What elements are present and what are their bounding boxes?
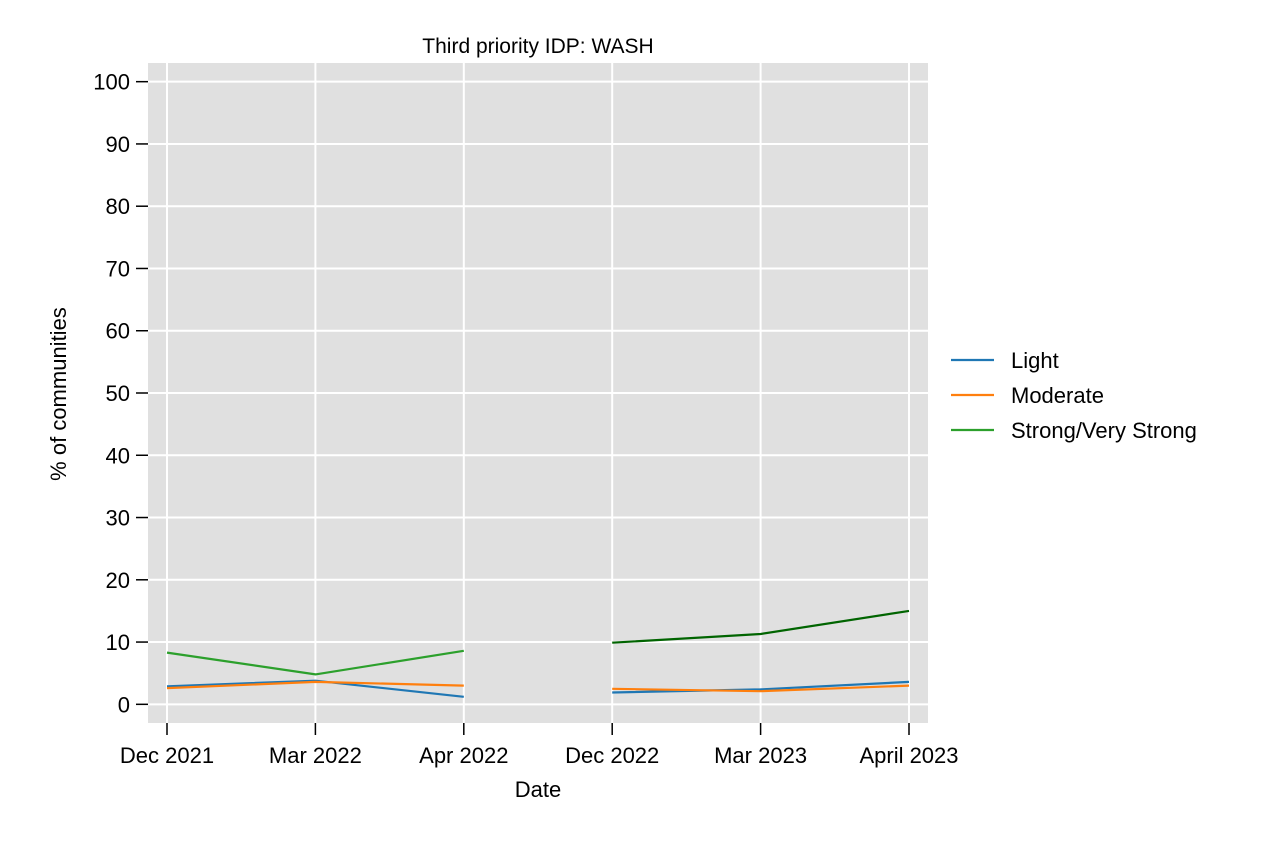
legend-label: Light	[1011, 348, 1059, 373]
y-tick-label: 80	[106, 194, 130, 219]
y-tick-label: 40	[106, 443, 130, 468]
legend-label: Moderate	[1011, 383, 1104, 408]
y-tick-label: 70	[106, 256, 130, 281]
series-line-light	[166, 679, 464, 698]
series-line-moderate	[612, 684, 910, 693]
legend: Light Moderate Strong/Very Strong	[951, 348, 1197, 443]
y-tick-label: 50	[106, 381, 130, 406]
legend-label: Strong/Very Strong	[1011, 418, 1197, 443]
y-tick-label: 30	[106, 506, 130, 531]
x-axis-title: Date	[515, 777, 561, 802]
x-tick-label: Apr 2022	[419, 743, 508, 768]
series-line-strong-very-strong	[612, 609, 910, 644]
series-line-strong-very-strong	[166, 649, 464, 676]
x-tick-label: Mar 2023	[714, 743, 807, 768]
y-tick-label: 10	[106, 630, 130, 655]
y-tick-label: 60	[106, 319, 130, 344]
x-tick-label: Mar 2022	[269, 743, 362, 768]
y-tick-label: 20	[106, 568, 130, 593]
y-axis-title: % of communities	[46, 307, 71, 481]
x-tick-label: Dec 2021	[120, 743, 214, 768]
y-tick-label: 100	[93, 70, 130, 95]
grid	[148, 63, 928, 723]
series-lines	[166, 609, 910, 698]
y-tick-label: 90	[106, 132, 130, 157]
series-line-light	[612, 680, 910, 694]
series-line-moderate	[166, 680, 464, 690]
axes: 0 10 20 30 40 50 60 70 80 90 100 Dec 2021 Mar 2022 Ap…	[93, 70, 958, 768]
chart-title: Third priority IDP: WASH	[422, 35, 653, 58]
x-tick-label: Dec 2022	[565, 743, 659, 768]
y-tick-label: 0	[118, 692, 130, 717]
x-tick-label: April 2023	[859, 743, 958, 768]
